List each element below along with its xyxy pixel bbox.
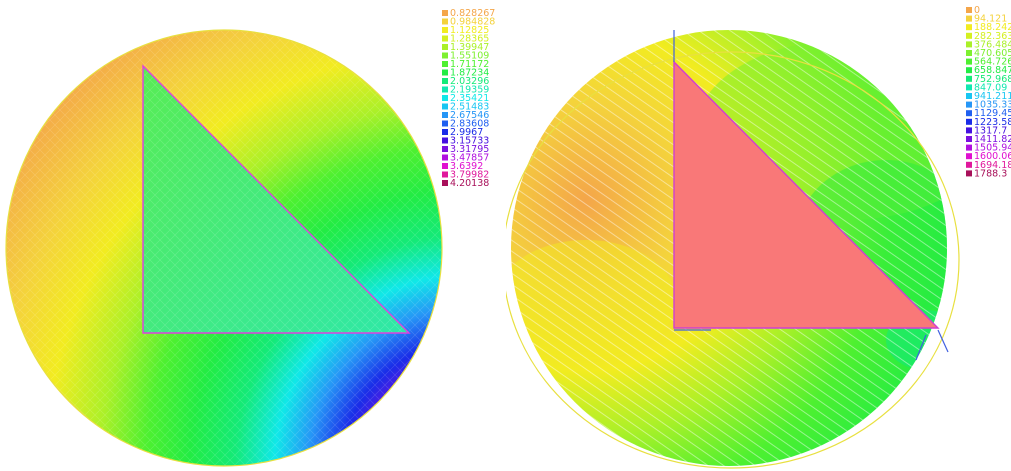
legend-swatch [442,61,448,67]
legend-label: 1.71172 [450,59,489,70]
legend-label: 470.605 [974,48,1011,59]
legend-label: 2.03296 [450,76,489,87]
legend-swatch [966,153,972,160]
legend-label: 188.242 [974,22,1011,33]
legend-swatch [966,101,972,108]
legend-swatch [442,180,448,186]
legend-swatch [442,44,448,50]
legend-label: 1.87234 [450,68,489,79]
legend-swatch [442,69,448,76]
legend-swatch [966,7,972,13]
legend-label: 847.09 [974,82,1007,93]
legend-label: 2.9967 [450,127,483,138]
legend-swatch [442,103,448,110]
legend-label: 1129.45 [974,108,1011,119]
legend-swatch [442,171,448,178]
legend-label: 1223.58 [974,117,1011,128]
legend-swatch [966,110,972,117]
legend-label: 2.35421 [450,93,489,104]
legend-label: 564.726 [974,57,1011,68]
legend: 094.121188.242282.363376.484470.605564.7… [966,5,1011,179]
scalar-field-plot: 0.8282670.9848281.128251.283651.399471.5… [5,8,495,467]
vector-field-plot: 094.121188.242282.363376.484470.605564.7… [506,5,1011,469]
legend-swatch [966,84,972,91]
legend-swatch [442,27,448,33]
legend-label: 941.211 [974,91,1011,102]
legend-swatch [442,86,448,93]
legend-label: 94.121 [974,14,1007,25]
legend-label: 282.363 [974,31,1011,42]
legend-swatch [442,137,448,144]
legend-swatch [442,112,448,118]
legend-swatch [966,50,972,56]
deformed-boundary [506,51,960,469]
legend-swatch [442,52,448,59]
legend-label: 1411.82 [974,134,1011,145]
legend-label: 3.31795 [450,144,489,155]
legend-label: 658.847 [974,65,1011,76]
legend-swatch [442,120,448,127]
legend-label: 1600.06 [974,151,1011,162]
legend-swatch [966,41,972,48]
legend-swatch [966,170,972,177]
legend-label: 3.79982 [450,170,489,181]
legend-swatch [966,127,972,134]
legend-swatch [966,32,972,39]
legend-label: 1.39947 [450,42,489,53]
legend-label: 3.15733 [450,136,489,147]
legend-label: 1.28365 [450,34,489,45]
legend-swatch [966,58,972,65]
legend-label: 1317.7 [974,125,1007,136]
legend-swatch [966,136,972,142]
disk-boundary [5,29,443,467]
legend-swatch [442,154,448,161]
legend-label: 2.19359 [450,85,489,96]
triangle-boundary [673,60,940,329]
legend-swatch [966,67,972,74]
legend-label: 3.47857 [450,153,489,164]
legend-label: 3.6392 [450,161,483,172]
legend: 0.8282670.9848281.128251.283651.399471.5… [442,8,495,189]
legend-swatch [442,78,448,84]
legend-label: 376.484 [974,39,1011,50]
legend-swatch [442,146,448,152]
legend-swatch [966,24,972,31]
legend-swatch [442,10,448,16]
legend-label: 2.83608 [450,119,489,130]
legend-label: 1694.18 [974,160,1011,171]
corner-arrows [673,30,949,361]
legend-swatch [966,75,972,82]
legend-label: 2.51483 [450,102,489,113]
legend-label: 0 [974,5,980,16]
legend-label: 4.20138 [450,178,489,189]
triangle-boundary [142,64,411,334]
legend-swatch [966,118,972,125]
scalar-field-panel: 0.828267 0.984828 1.12825 1.28365 1.39947 1.5… [0,0,505,471]
legend-swatch [442,18,448,25]
legend-label: 0.984828 [450,17,495,28]
legend-label: 0.828267 [450,8,495,19]
legend-swatch [966,93,972,99]
legend-label: 1035.33 [974,100,1011,111]
legend-swatch [442,163,448,169]
legend-label: 1788.3 [974,168,1007,179]
legend-swatch [966,15,972,22]
legend-label: 2.67546 [450,110,489,121]
legend-swatch [442,129,448,135]
legend-swatch [442,35,448,42]
legend-swatch [966,144,972,151]
legend-label: 1.55109 [450,51,489,62]
legend-swatch [442,95,448,101]
legend-label: 1.12825 [450,25,489,36]
vector-field-panel: 0 94.121 188.242 282.363 376.484 470.605 564.7… [506,0,1011,471]
legend-swatch [966,161,972,168]
legend-label: 752.968 [974,74,1011,85]
legend-label: 1505.94 [974,143,1011,154]
